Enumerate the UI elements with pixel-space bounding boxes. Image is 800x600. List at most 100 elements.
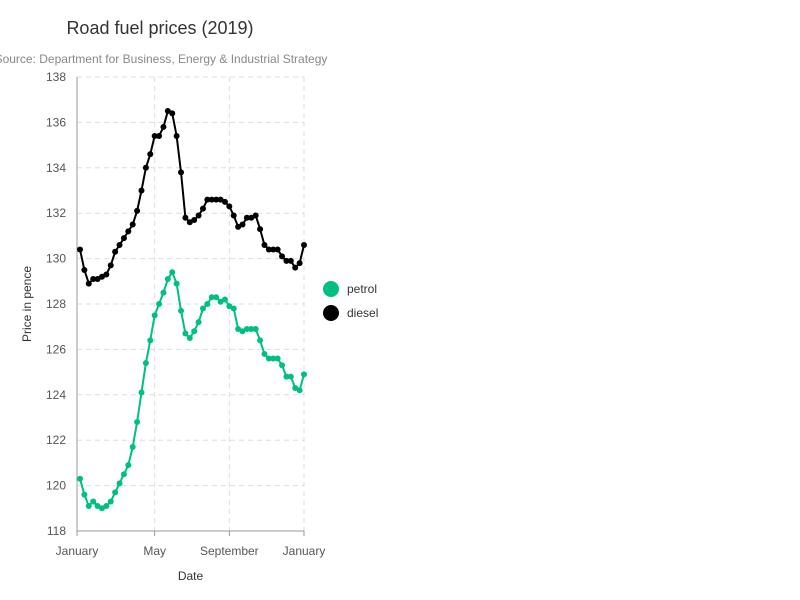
diesel-point[interactable] <box>265 246 272 253</box>
diesel-point[interactable] <box>156 133 163 140</box>
petrol-point[interactable] <box>107 498 114 505</box>
petrol-point[interactable] <box>116 480 123 487</box>
petrol-point[interactable] <box>221 296 228 303</box>
diesel-point[interactable] <box>261 241 268 248</box>
petrol-point[interactable] <box>129 444 136 451</box>
petrol-point[interactable] <box>142 360 149 367</box>
diesel-point[interactable] <box>301 241 307 248</box>
petrol-point[interactable] <box>226 303 233 310</box>
diesel-point[interactable] <box>151 133 158 140</box>
diesel-point[interactable] <box>208 196 215 203</box>
diesel-point[interactable] <box>199 205 206 212</box>
diesel-point[interactable] <box>116 241 123 248</box>
diesel-point[interactable] <box>147 151 154 158</box>
diesel-point[interactable] <box>252 212 259 219</box>
y-tick-label: 120 <box>46 479 66 493</box>
diesel-point[interactable] <box>292 264 299 271</box>
diesel-point[interactable] <box>120 235 127 242</box>
petrol-point[interactable] <box>265 355 272 362</box>
petrol-point[interactable] <box>134 419 141 426</box>
petrol-point[interactable] <box>173 280 180 287</box>
petrol-point[interactable] <box>287 373 294 380</box>
diesel-point[interactable] <box>239 221 246 228</box>
diesel-point[interactable] <box>283 257 290 264</box>
diesel-point[interactable] <box>257 226 264 233</box>
diesel-point[interactable] <box>195 212 202 219</box>
petrol-point[interactable] <box>156 301 163 307</box>
petrol-point[interactable] <box>169 269 176 276</box>
petrol-point[interactable] <box>296 387 303 394</box>
diesel-point[interactable] <box>160 123 167 130</box>
diesel-point[interactable] <box>112 248 119 255</box>
petrol-point[interactable] <box>191 328 198 335</box>
diesel-point[interactable] <box>226 203 233 210</box>
petrol-point[interactable] <box>283 373 290 380</box>
petrol-point[interactable] <box>195 319 202 326</box>
diesel-point[interactable] <box>191 217 198 224</box>
diesel-point[interactable] <box>274 246 281 253</box>
y-axis-title: Price in pence <box>20 266 34 342</box>
petrol-point[interactable] <box>90 498 97 505</box>
diesel-point[interactable] <box>85 280 92 287</box>
petrol-point[interactable] <box>178 307 185 314</box>
petrol-point[interactable] <box>274 355 281 362</box>
petrol-point[interactable] <box>147 337 154 344</box>
diesel-point[interactable] <box>169 110 176 117</box>
petrol-point[interactable] <box>120 471 127 478</box>
petrol-point[interactable] <box>261 350 268 357</box>
petrol-point[interactable] <box>160 289 167 296</box>
diesel-point[interactable] <box>279 253 286 260</box>
diesel-point[interactable] <box>77 246 83 253</box>
diesel-point[interactable] <box>125 228 132 235</box>
diesel-point[interactable] <box>296 260 303 267</box>
diesel-point[interactable] <box>204 196 211 203</box>
petrol-point[interactable] <box>186 335 193 342</box>
diesel-point[interactable] <box>213 196 220 203</box>
diesel-point[interactable] <box>103 271 110 278</box>
axes: 118 120 122 124 126 128 130 132 134 136 138 January… <box>46 70 325 558</box>
petrol-point[interactable] <box>125 462 132 469</box>
petrol-point[interactable] <box>204 301 211 307</box>
petrol-point[interactable] <box>164 276 171 283</box>
petrol-point[interactable] <box>199 305 206 312</box>
diesel-point[interactable] <box>129 221 136 228</box>
petrol-point[interactable] <box>103 503 110 510</box>
petrol-point[interactable] <box>248 325 255 332</box>
diesel-point[interactable] <box>138 187 145 194</box>
diesel-point[interactable] <box>243 214 250 221</box>
legend[interactable]: petrol diesel <box>323 281 378 321</box>
petrol-point[interactable] <box>270 355 277 362</box>
diesel-point[interactable] <box>178 169 185 176</box>
diesel-point[interactable] <box>287 257 294 264</box>
petrol-point[interactable] <box>230 305 237 312</box>
diesel-point[interactable] <box>142 164 149 171</box>
petrol-point[interactable] <box>257 337 264 344</box>
petrol-point[interactable] <box>81 491 88 498</box>
diesel-point[interactable] <box>182 214 189 221</box>
petrol-point[interactable] <box>182 330 189 337</box>
diesel-point[interactable] <box>270 246 277 253</box>
petrol-point[interactable] <box>301 371 307 378</box>
diesel-point[interactable] <box>134 207 141 214</box>
diesel-point[interactable] <box>107 262 114 269</box>
petrol-point[interactable] <box>208 294 215 301</box>
petrol-point[interactable] <box>85 503 92 510</box>
diesel-point[interactable] <box>221 198 228 205</box>
petrol-point[interactable] <box>138 389 145 396</box>
petrol-point[interactable] <box>243 325 250 332</box>
petrol-point[interactable] <box>77 475 83 482</box>
legend-item-petrol[interactable]: petrol <box>323 281 377 297</box>
petrol-point[interactable] <box>279 362 286 369</box>
diesel-point[interactable] <box>230 212 237 219</box>
petrol-point[interactable] <box>213 294 220 301</box>
diesel-point[interactable] <box>81 266 88 273</box>
petrol-point[interactable] <box>252 325 259 332</box>
petrol-point[interactable] <box>112 489 119 496</box>
diesel-point[interactable] <box>90 276 97 283</box>
diesel-point[interactable] <box>248 214 255 221</box>
petrol-point[interactable] <box>151 312 158 319</box>
diesel-point[interactable] <box>173 133 180 140</box>
diesel-point[interactable] <box>164 108 171 115</box>
legend-item-diesel[interactable]: diesel <box>323 305 378 321</box>
diesel-point[interactable] <box>186 219 193 226</box>
